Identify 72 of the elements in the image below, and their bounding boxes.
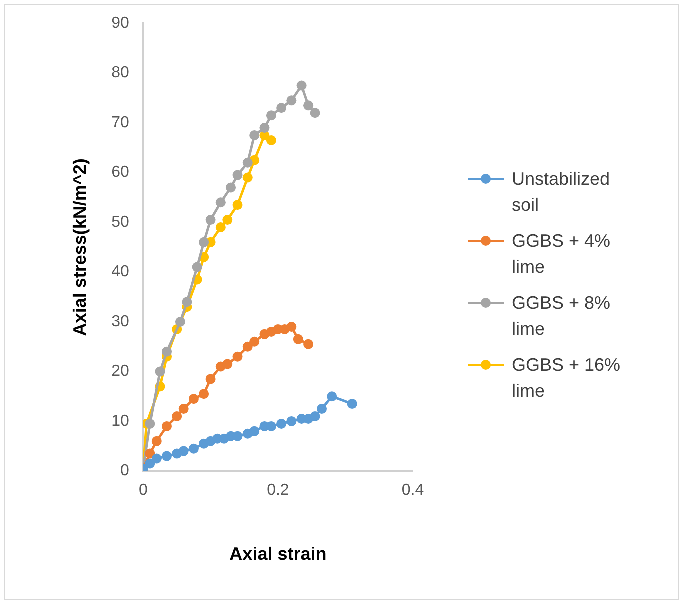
point — [178, 404, 189, 414]
y-tick-label: 60 — [112, 164, 130, 182]
y-axis-title: Axial stress(kN/m^2) — [70, 158, 90, 336]
point — [310, 411, 320, 422]
point — [347, 399, 358, 410]
point — [304, 339, 314, 350]
x-tick-label: 0.4 — [402, 482, 424, 500]
x-axis-title: Axial strain — [230, 544, 327, 564]
y-tick-label: 30 — [112, 313, 130, 330]
point — [206, 215, 216, 226]
point — [266, 135, 276, 146]
point — [145, 458, 156, 469]
y-tick-label: 90 — [112, 15, 130, 32]
x-tick-label: 0.2 — [267, 482, 290, 500]
point — [286, 416, 297, 426]
point — [276, 418, 287, 429]
y-tick-label: 80 — [112, 64, 130, 82]
point — [162, 346, 172, 357]
point — [310, 108, 320, 118]
point — [152, 454, 162, 464]
point — [226, 182, 236, 193]
point — [145, 418, 156, 429]
point — [222, 359, 233, 370]
point — [317, 404, 328, 414]
legend-label: GGBS + 16% lime — [512, 354, 622, 403]
point — [296, 80, 307, 91]
point — [250, 130, 260, 140]
point — [172, 411, 182, 422]
point — [232, 170, 243, 180]
point — [192, 262, 202, 272]
point — [162, 421, 172, 432]
legend-label: GGBS + 8% lime — [512, 292, 612, 341]
point — [304, 100, 314, 111]
point — [286, 96, 297, 106]
point — [232, 352, 243, 362]
point — [152, 436, 162, 446]
point — [178, 446, 189, 456]
legend-label: GGBS + 4% lime — [512, 230, 612, 279]
point — [293, 334, 304, 344]
point — [216, 222, 226, 233]
point — [250, 426, 260, 436]
point — [232, 431, 243, 442]
y-tick-label: 50 — [112, 214, 130, 231]
point — [266, 110, 276, 121]
point — [145, 448, 156, 459]
point — [260, 123, 270, 134]
y-tick-label: 20 — [112, 363, 130, 380]
point — [175, 317, 186, 327]
y-tick-label: 40 — [112, 264, 130, 281]
x-tick-label: 0 — [138, 482, 148, 500]
point — [199, 389, 210, 400]
point — [327, 392, 338, 402]
point — [242, 158, 253, 168]
y-tick-label: 70 — [112, 114, 130, 132]
point — [188, 394, 199, 404]
point — [276, 103, 287, 114]
point — [199, 237, 210, 248]
y-tick-label: 0 — [120, 462, 130, 480]
point — [286, 322, 297, 332]
point — [250, 336, 260, 347]
point — [155, 366, 166, 377]
y-tick-label: 10 — [112, 412, 130, 430]
point — [162, 451, 172, 462]
point — [182, 297, 192, 308]
legend-label: Unstabilized soil — [512, 168, 612, 217]
point — [222, 215, 233, 226]
point — [232, 200, 243, 210]
point — [188, 444, 199, 454]
point — [206, 374, 216, 384]
point — [242, 342, 253, 352]
point — [242, 172, 253, 183]
point — [216, 198, 226, 208]
